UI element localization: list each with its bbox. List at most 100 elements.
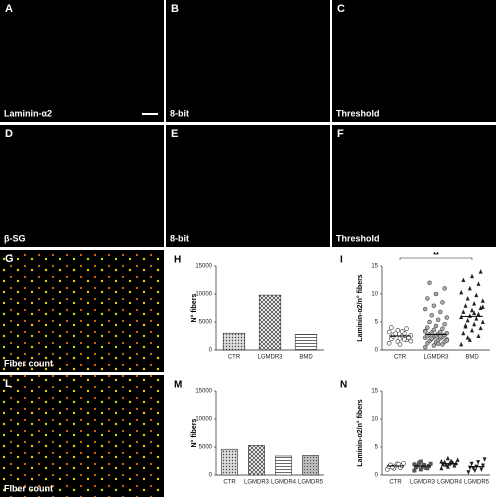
data-point	[386, 329, 392, 335]
data-point	[472, 301, 477, 306]
data-point	[465, 335, 470, 340]
micrograph-cells	[332, 0, 496, 122]
data-point	[401, 460, 406, 466]
y-tick-label: 10000	[195, 417, 212, 423]
data-point	[428, 461, 433, 466]
data-point	[472, 321, 477, 327]
data-point	[476, 281, 481, 286]
x-tick-label: BMD	[299, 355, 313, 361]
data-point	[470, 307, 474, 313]
x-tick-label: LGMDR3	[410, 480, 436, 486]
chart: I Laminin-α2/n° fibers 0 5 10 15 CTR LGMDR3 BMD *…	[340, 252, 490, 361]
data-point	[418, 459, 423, 464]
data-point	[461, 277, 466, 282]
y-axis-label: Laminin-α2/n° fibers	[356, 399, 364, 466]
bar	[248, 445, 265, 476]
data-point	[429, 336, 434, 341]
data-point	[461, 309, 466, 314]
panel-caption: Threshold	[336, 108, 380, 118]
x-tick-label: CTR	[389, 480, 402, 486]
data-point	[422, 344, 428, 350]
data-point	[480, 463, 485, 468]
data-point	[480, 319, 485, 324]
micrograph-panel: Dβ-SG	[0, 125, 164, 247]
chart: M N° fibers 0 5000 10000 15000 CTR LGMDR3 LGMDR4…	[174, 380, 324, 486]
data-point	[444, 315, 450, 320]
micrograph-panel: B 8-bit	[166, 0, 330, 122]
panel-caption: Laminin-α2	[4, 108, 52, 118]
data-point	[423, 465, 428, 470]
x-tick-label: BMD	[465, 355, 479, 361]
y-tick-label: 15000	[195, 389, 212, 395]
micrograph-panel: F Threshold	[332, 125, 496, 247]
data-point	[463, 322, 468, 328]
data-point	[459, 289, 464, 295]
y-tick-label: 10	[371, 292, 378, 298]
data-point	[425, 296, 430, 301]
data-point	[435, 317, 441, 323]
y-tick-label: 5000	[199, 320, 213, 326]
data-point	[445, 455, 450, 461]
data-point	[438, 334, 443, 339]
data-point	[435, 341, 441, 347]
data-point	[422, 329, 428, 334]
fiber-count-markers	[0, 250, 164, 372]
panel-letter: C	[337, 3, 345, 15]
data-point	[422, 462, 427, 467]
panel-caption: 8-bit	[170, 108, 189, 118]
panel-letter: I	[340, 255, 343, 266]
y-tick-label: 5	[375, 320, 379, 326]
data-point	[461, 330, 466, 336]
micrograph-cells	[332, 125, 496, 247]
data-point	[442, 286, 447, 291]
micrograph-panel: E 8-bit	[166, 125, 330, 247]
x-tick-label: CTR	[228, 355, 241, 361]
data-point	[465, 317, 470, 323]
x-tick-label: LGMDR4	[271, 480, 297, 486]
data-point	[399, 329, 405, 334]
micrograph-cells	[166, 125, 330, 247]
data-point	[471, 466, 476, 471]
y-tick-label: 0	[375, 473, 379, 479]
data-point	[386, 340, 392, 346]
bar	[302, 455, 319, 476]
data-point	[482, 457, 487, 462]
data-point	[389, 325, 394, 330]
y-tick-label: 15	[371, 264, 378, 270]
data-point	[431, 303, 437, 309]
panel-letter: L	[5, 378, 12, 390]
data-point	[478, 325, 483, 331]
micrograph-panel: A Laminin-α2	[0, 0, 164, 122]
panel-letter: G	[5, 253, 14, 265]
y-axis-label: N° fibers	[190, 418, 198, 447]
data-point	[433, 323, 439, 329]
panel-letter: M	[174, 380, 182, 391]
data-point	[479, 467, 484, 472]
y-tick-label: 15	[371, 389, 378, 395]
data-point	[438, 309, 443, 315]
data-point	[463, 303, 468, 308]
data-point	[439, 465, 444, 471]
data-point	[476, 460, 481, 465]
data-point	[466, 470, 471, 475]
micrograph-panel: G Fiber count	[0, 250, 164, 372]
panel-letter: F	[337, 128, 344, 140]
data-point	[480, 298, 485, 303]
data-point	[476, 311, 481, 317]
micrograph-panel: L Fiber count	[0, 375, 164, 497]
x-tick-label: LGMDR4	[437, 480, 463, 486]
data-point	[408, 338, 414, 344]
chart: H N° fibers 0 5000 10000 15000 CTR LGMDR3 BMD	[174, 255, 324, 361]
y-tick-label: 10	[371, 417, 378, 423]
data-point	[467, 337, 472, 342]
panel-letter: H	[174, 255, 181, 266]
panel-caption: Fiber count	[4, 358, 53, 368]
data-point	[404, 326, 409, 332]
data-point	[397, 342, 403, 347]
x-tick-label: LGMDR3	[244, 480, 270, 486]
data-point	[455, 457, 460, 462]
data-point	[439, 459, 444, 464]
data-point	[431, 327, 437, 333]
data-point	[480, 304, 485, 309]
